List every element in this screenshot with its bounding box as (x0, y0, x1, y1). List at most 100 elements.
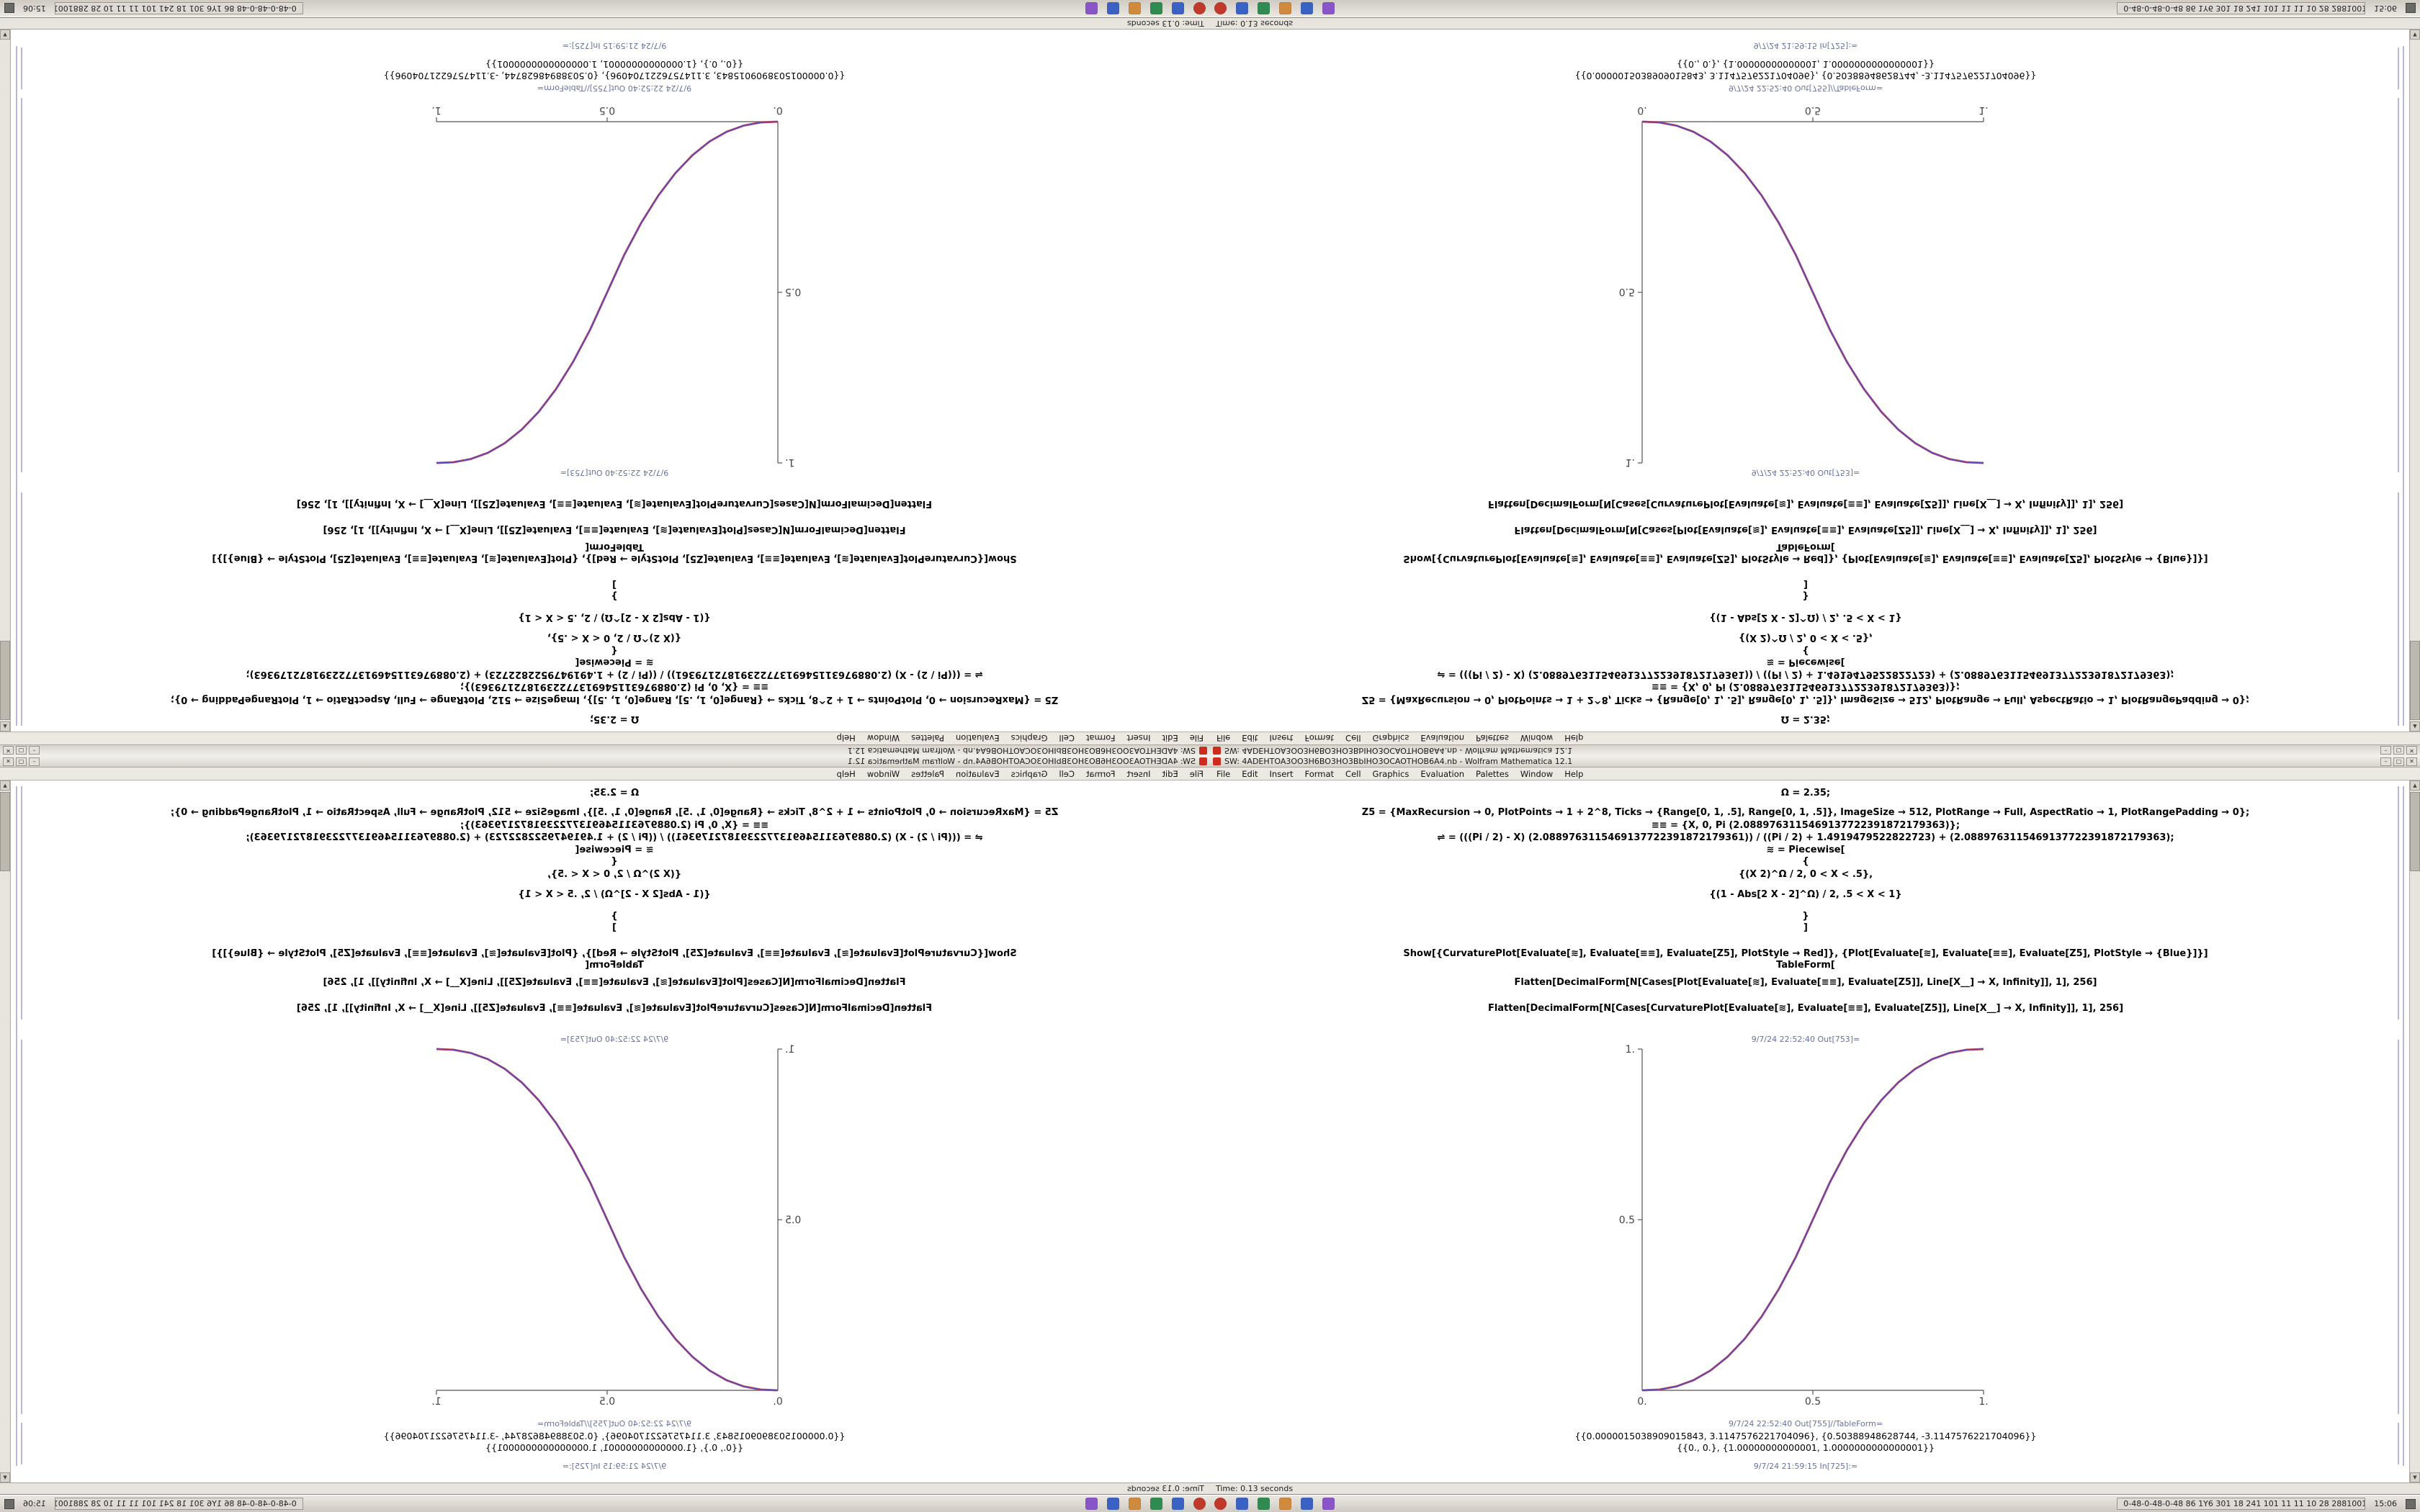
maximize-button[interactable]: ▢ (16, 746, 27, 755)
menu-item-file[interactable]: File (1189, 733, 1204, 744)
app-purple-icon[interactable] (1322, 2, 1335, 14)
scroll-down-button[interactable]: ▼ (2410, 30, 2420, 40)
input-cell-line[interactable]: Show[{CurvaturePlot[Evaluate[≋], Evaluat… (1403, 948, 2208, 959)
output-cell-line[interactable]: {{0., 0.}, {1.00000000000001, 1.00000000… (1677, 59, 1935, 70)
cell-bracket[interactable] (21, 98, 22, 472)
input-cell-line[interactable]: ≡≡ = {X, 0, Pi (2.0889763115469137722391… (1651, 681, 1960, 692)
menu-item-evaluation[interactable]: Evaluation (955, 768, 1000, 779)
input-cell-line[interactable]: Flatten[DecimalForm[N[Cases[CurvaturePlo… (296, 1003, 933, 1014)
output-cell-line[interactable]: {{0.0000015038909015843, 3.1147576221704… (383, 1431, 846, 1441)
menu-item-file[interactable]: File (1216, 768, 1231, 779)
input-cell-line[interactable]: ] (1803, 579, 1808, 590)
minimize-button[interactable]: – (29, 757, 40, 766)
menu-item-format[interactable]: Format (1085, 733, 1116, 744)
menu-item-help[interactable]: Help (836, 768, 856, 779)
input-cell-line[interactable]: Flatten[DecimalForm[N[Cases[Plot[Evaluat… (1514, 977, 2097, 988)
close-button[interactable]: ✕ (3, 757, 14, 766)
cell-bracket[interactable] (2398, 48, 2399, 89)
taskbar-window-button[interactable]: 0-48-0-48-0-48 86 1Y6 301 18 241 101 11 … (54, 1498, 303, 1510)
scrollbar-thumb[interactable] (2410, 641, 2420, 720)
menu-item-palettes[interactable]: Palettes (911, 733, 944, 744)
input-cell-line[interactable]: Show[{CurvaturePlot[Evaluate[≋], Evaluat… (212, 553, 1017, 564)
menu-item-window[interactable]: Window (866, 733, 900, 744)
scroll-down-button[interactable]: ▼ (0, 1472, 10, 1482)
menu-item-format[interactable]: Format (1304, 768, 1335, 779)
input-cell-line[interactable]: ] (1803, 922, 1808, 933)
cell-bracket[interactable] (2398, 1040, 2399, 1414)
menu-item-edit[interactable]: Edit (1162, 733, 1178, 744)
taskbar-corner-button[interactable] (2406, 3, 2416, 14)
input-cell-line[interactable]: ] (612, 922, 617, 933)
input-cell-line[interactable]: {(X 2)^Ω / 2, 0 < X < .5}, (1738, 632, 1873, 643)
close-button[interactable]: ✕ (2406, 746, 2417, 755)
menu-item-window[interactable]: Window (866, 768, 900, 779)
menu-item-edit[interactable]: Edit (1242, 768, 1258, 779)
scrollbar-thumb[interactable] (0, 792, 10, 871)
input-cell-line[interactable]: Ω = 2.35; (589, 788, 640, 798)
app-green-icon[interactable] (1258, 2, 1270, 14)
taskbar-corner-button[interactable] (4, 3, 14, 14)
taskbar-window-button[interactable]: 0-48-0-48-0-48 86 1Y6 301 18 241 101 11 … (2117, 1498, 2366, 1510)
input-cell-line[interactable]: } (1802, 911, 1809, 922)
input-cell-line[interactable]: ≋ = Piecewise[ (575, 657, 654, 667)
cell-bracket[interactable] (21, 786, 22, 1020)
app-green-icon[interactable] (1150, 2, 1162, 14)
menu-item-cell[interactable]: Cell (1345, 733, 1361, 744)
input-cell-line[interactable]: {(1 - Abs[2 X - 2]^Ω) / 2, .5 < X < 1} (518, 889, 711, 900)
input-cell-line[interactable]: {(1 - Abs[2 X - 2]^Ω) / 2, .5 < X < 1} (1709, 612, 1902, 623)
menu-item-evaluation[interactable]: Evaluation (955, 733, 1000, 744)
menu-item-palettes[interactable]: Palettes (911, 768, 944, 779)
cell-bracket[interactable] (2403, 786, 2404, 1466)
title-bar[interactable]: SW: 4ADEHTOA3OO3H6BO3HO3BbIHO3OCAOTHOB6A… (1210, 756, 2420, 768)
menu-item-evaluation[interactable]: Evaluation (1420, 768, 1465, 779)
vertical-scrollbar[interactable]: ▲ ▼ (0, 780, 11, 1482)
output-cell-line[interactable]: {{0., 0.}, {1.00000000000001, 1.00000000… (1677, 1442, 1935, 1453)
app-blue-2-icon[interactable] (1107, 2, 1119, 14)
input-cell-line[interactable]: {(X 2)^Ω / 2, 0 < X < .5}, (547, 632, 682, 643)
input-cell-line[interactable]: Flatten[DecimalForm[N[Cases[Plot[Evaluat… (323, 524, 906, 535)
maximize-button[interactable]: ▢ (2393, 757, 2404, 766)
taskbar-corner-button[interactable] (2406, 1498, 2416, 1509)
maximize-button[interactable]: ▢ (16, 757, 27, 766)
input-cell-line[interactable]: Flatten[DecimalForm[N[Cases[CurvaturePlo… (1487, 1003, 2124, 1014)
app-blue-2-icon[interactable] (1301, 1498, 1313, 1510)
app-orange-icon[interactable] (1279, 2, 1291, 14)
minimize-button[interactable]: – (2380, 746, 2391, 755)
minimize-button[interactable]: – (2380, 757, 2391, 766)
output-cell-line[interactable]: {{0.0000015038909015843, 3.1147576221704… (1574, 71, 2037, 81)
menu-item-evaluation[interactable]: Evaluation (1420, 733, 1465, 744)
app-blue-2-icon[interactable] (1301, 2, 1313, 14)
input-cell-line[interactable]: ⇌ = (((Pi / 2) - X) (2.08897631154691377… (1437, 669, 2174, 680)
menu-item-window[interactable]: Window (1520, 733, 1554, 744)
app-blue-icon[interactable] (1172, 2, 1184, 14)
input-cell-line[interactable]: } (611, 590, 618, 601)
input-cell-line[interactable]: {(X 2)^Ω / 2, 0 < X < .5}, (1738, 869, 1873, 880)
input-cell-line[interactable]: ≋ = Piecewise[ (1766, 657, 1845, 667)
menu-item-palettes[interactable]: Palettes (1476, 733, 1509, 744)
input-cell-line[interactable]: ⇌ = (((Pi / 2) - X) (2.08897631154691377… (246, 832, 983, 843)
input-cell-line[interactable]: ≡≡ = {X, 0, Pi (2.0889763115469137722391… (460, 820, 769, 831)
input-cell-line[interactable]: TableForm[ (585, 960, 644, 971)
vertical-scrollbar[interactable]: ▲ ▼ (2409, 30, 2420, 732)
cell-bracket[interactable] (21, 48, 22, 89)
input-cell-line[interactable]: { (1802, 645, 1809, 656)
title-bar[interactable]: SW: 4ADEHTOA3OO3H6BO3HO3BbIHO3OCAOTHOB6A… (0, 744, 1210, 756)
input-cell-line[interactable]: ≡≡ = {X, 0, Pi (2.0889763115469137722391… (1651, 820, 1960, 831)
menu-item-graphics[interactable]: Graphics (1010, 733, 1048, 744)
menu-item-help[interactable]: Help (836, 733, 856, 744)
app-red-icon[interactable] (1214, 2, 1227, 14)
scrollbar-thumb[interactable] (2410, 792, 2420, 871)
input-cell-line[interactable]: Show[{CurvaturePlot[Evaluate[≋], Evaluat… (212, 948, 1017, 959)
menu-item-file[interactable]: File (1216, 733, 1231, 744)
menu-item-help[interactable]: Help (1564, 733, 1584, 744)
input-cell-line[interactable]: ⇌ = (((Pi / 2) - X) (2.08897631154691377… (246, 669, 983, 680)
cell-bracket[interactable] (16, 786, 17, 1466)
taskbar-window-button[interactable]: 0-48-0-48-0-48 86 1Y6 301 18 241 101 11 … (2117, 2, 2366, 14)
menu-item-insert[interactable]: Insert (1269, 768, 1294, 779)
cell-bracket[interactable] (2398, 786, 2399, 1020)
app-orange-icon[interactable] (1129, 1498, 1141, 1510)
input-cell-line[interactable]: Flatten[DecimalForm[N[Cases[CurvaturePlo… (296, 498, 933, 509)
menu-item-cell[interactable]: Cell (1059, 768, 1075, 779)
cell-bracket[interactable] (2398, 1423, 2399, 1464)
minimize-button[interactable]: – (29, 746, 40, 755)
